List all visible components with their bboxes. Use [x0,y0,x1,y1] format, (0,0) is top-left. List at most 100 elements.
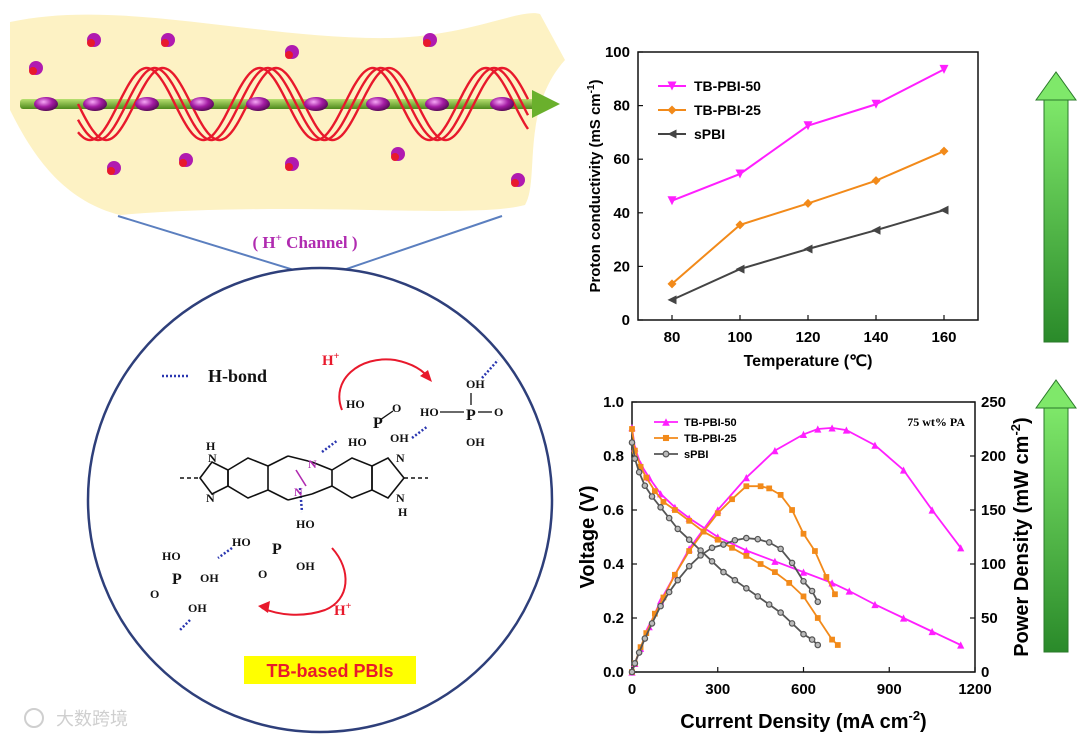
svg-text:OH: OH [390,431,409,445]
y-tick-label: 0.8 [603,448,624,465]
ion-icon [391,153,399,161]
y-axis-label: Proton conductivity (mS cm-1) [586,79,604,292]
data-point [766,486,772,492]
data-point [652,488,658,494]
power-line [632,428,961,672]
structure-circle: H-bond H+ H+ HOP OOHHO OHHO P OOH HOHO P O… [88,268,552,732]
svg-text:N: N [206,491,215,505]
y-tick-label: 20 [613,258,630,275]
svg-text:OH: OH [466,435,485,449]
y-tick-label: 0.6 [603,502,624,519]
data-point [729,496,735,502]
data-point [643,475,649,481]
data-point [801,531,807,537]
data-point [789,507,795,513]
series-line [672,210,944,300]
proton-ball [135,97,159,111]
trend-arrow-top [1036,72,1076,342]
data-point [809,588,814,593]
proton-ball [490,97,514,111]
data-point [940,147,949,156]
watermark-logo-icon [25,709,43,727]
data-point [743,553,749,559]
legend-label: sPBI [684,449,708,461]
data-point [767,602,772,607]
data-point [732,578,737,583]
series-line [672,151,944,284]
voltage-line [632,428,961,645]
proton-ball [304,97,328,111]
ion-icon [285,163,293,171]
data-point [767,540,772,545]
data-point [744,586,749,591]
data-point [672,572,678,578]
data-point [668,196,677,205]
x-tick-label: 1200 [958,681,991,698]
data-point [743,483,749,489]
data-point [629,669,634,674]
ion-icon [423,39,431,47]
legend-label: TB-PBI-50 [684,417,737,429]
tb-label: TB-based PBIs [266,661,393,681]
data-point [698,553,703,558]
data-point [846,587,853,594]
x-tick-label: 140 [863,329,888,346]
plot-frame [638,52,978,320]
legend-label: TB-PBI-50 [694,78,761,94]
data-point [744,535,749,540]
data-point [721,542,726,547]
conductivity-chart: 80 100 120 140 160 0 20 40 60 80 100 Temperature (℃… [586,44,978,370]
svg-text:N: N [396,451,405,465]
svg-text:OH: OH [466,377,485,391]
svg-text:P: P [172,571,182,588]
data-point [668,295,677,304]
y-tick-label: 80 [613,98,630,115]
data-point [872,176,881,185]
legend-label: TB-PBI-25 [684,433,737,445]
fuel-cell-chart: 0 300 600 900 12000.00.20.40.60.81.005010015… [577,394,1033,733]
x-tick-label: 300 [705,681,730,698]
data-point [832,591,838,597]
svg-text:P: P [466,407,476,424]
data-point [778,610,783,615]
data-point [686,518,692,524]
x-tick-label: 900 [877,681,902,698]
data-point [642,483,647,488]
data-point [786,580,792,586]
data-point [829,637,835,643]
svg-text:O: O [258,567,267,581]
x-tick-label: 0 [628,681,636,698]
data-point [666,515,671,520]
data-point [629,426,635,432]
svg-text:HO: HO [346,397,365,411]
y2-tick-label: 100 [981,556,1006,573]
y-tick-label: 60 [613,151,630,168]
data-point [729,545,735,551]
data-point [732,538,737,543]
y-tick-label: 1.0 [603,394,624,411]
ion-icon [285,51,293,59]
data-point [929,628,936,635]
data-point [772,569,778,575]
svg-text:N: N [208,451,217,465]
y2-tick-label: 200 [981,448,1006,465]
svg-text:HO: HO [162,549,181,563]
svg-text:OH: OH [296,559,315,573]
data-point [758,561,764,567]
svg-text:OH: OH [188,601,207,615]
svg-text:H: H [206,439,216,453]
proton-ball [246,97,270,111]
y2-tick-label: 250 [981,394,1006,411]
data-point [658,505,663,510]
data-point [835,642,841,648]
svg-text:HO: HO [232,535,251,549]
proton-shaft-arrowhead [532,90,560,118]
data-point [632,456,637,461]
svg-text:HO: HO [420,405,439,419]
y-axis-label: Voltage (V) [577,486,599,589]
svg-text:P: P [373,415,383,432]
data-point [815,642,820,647]
data-point [815,599,820,604]
data-point [823,574,829,580]
